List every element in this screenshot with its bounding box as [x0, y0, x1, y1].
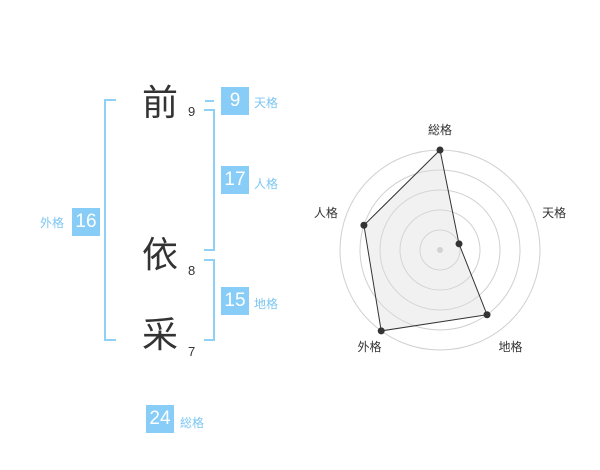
jinkaku-value: 17 [221, 166, 249, 194]
name-char-3: 采 [141, 315, 178, 356]
tenkaku-value: 9 [221, 87, 249, 115]
radar-area [363, 148, 488, 332]
soukaku-value: 24 [146, 405, 174, 433]
gaikaku-bracket [104, 99, 116, 341]
chikaku-bracket [204, 259, 215, 341]
stroke-count-1: 9 [188, 104, 196, 119]
radar-point-4 [377, 327, 385, 335]
radar-axis-label: 外格 [357, 339, 381, 354]
name-char-1: 前 [141, 83, 178, 124]
radar-ring [379, 189, 501, 311]
radar-point-5 [360, 221, 368, 229]
chikaku-value: 15 [221, 287, 249, 315]
radar-axis-label: 総格 [428, 122, 452, 137]
tenkaku-connector [205, 100, 214, 102]
gaikaku-label: 外格 [40, 216, 65, 230]
soukaku-label: 総格 [180, 416, 205, 430]
radar-axis-label: 地格 [499, 339, 523, 354]
radar-point-1 [436, 146, 444, 154]
radar-point-3 [483, 311, 491, 319]
stroke-count-3: 7 [188, 344, 196, 359]
gaikaku-value: 16 [72, 208, 100, 236]
radar-ring [399, 209, 481, 291]
radar-point-2 [455, 240, 463, 248]
tenkaku-label: 天格 [254, 96, 279, 110]
stroke-count-2: 8 [188, 263, 196, 278]
jinkaku-label: 人格 [254, 177, 279, 191]
radar-axis-label: 人格 [314, 205, 338, 220]
radar-ring [419, 229, 461, 271]
radar-ring [359, 169, 521, 331]
radar-center [437, 247, 443, 253]
name-char-2: 依 [141, 235, 178, 276]
radar-axis-label: 天格 [542, 205, 566, 220]
jinkaku-bracket [204, 109, 215, 251]
chikaku-label: 地格 [254, 297, 279, 311]
